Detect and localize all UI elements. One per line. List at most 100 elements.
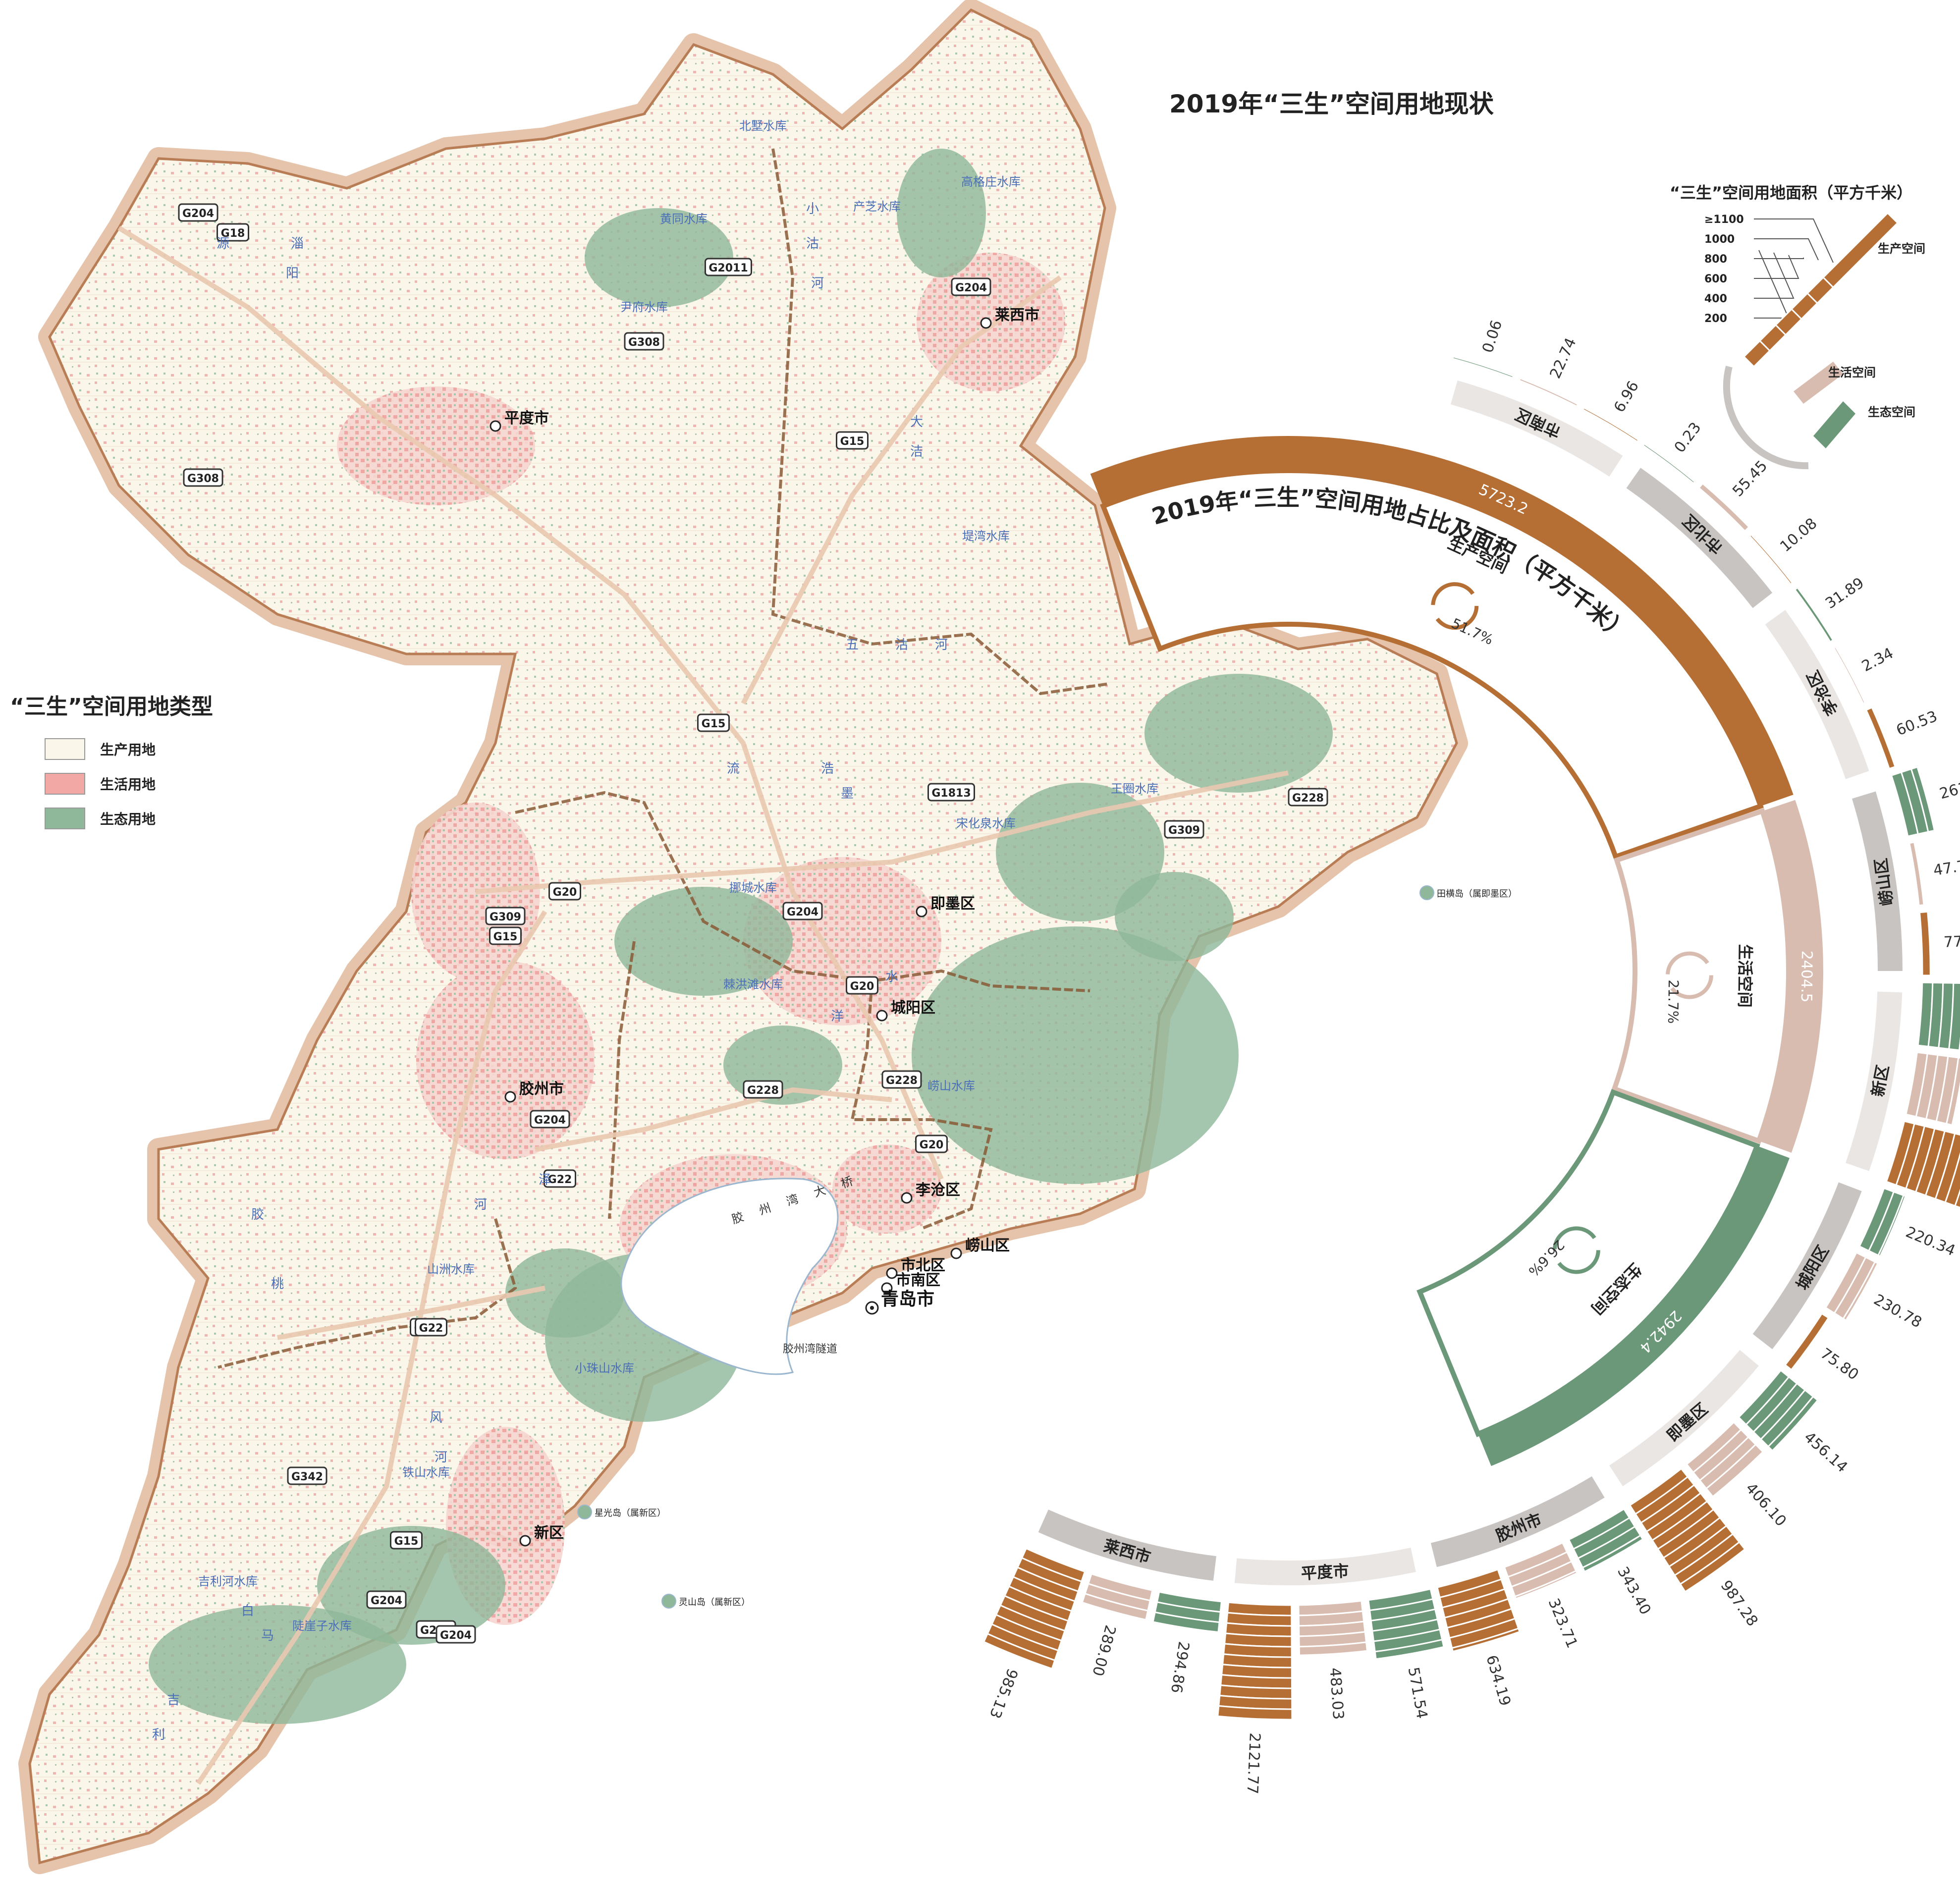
bar-segment bbox=[1784, 1312, 1830, 1371]
value-label: 987.28 bbox=[1717, 1577, 1761, 1630]
city-label: 市北区 bbox=[901, 1257, 945, 1274]
value-label: 0.23 bbox=[1671, 419, 1705, 456]
land-type-legend: “三生”空间用地类型 生产用地 生活用地 生态用地 bbox=[10, 689, 213, 842]
road-shield-label: G22 bbox=[548, 1174, 572, 1186]
road-shield bbox=[927, 783, 975, 802]
road-shield bbox=[705, 258, 752, 276]
road-shield-label: G204 bbox=[534, 1114, 566, 1127]
river-label: 洁 bbox=[910, 444, 923, 459]
river-label: 河 bbox=[474, 1197, 487, 1212]
city-dot bbox=[916, 906, 927, 917]
category-track bbox=[1626, 468, 1773, 608]
share-panel bbox=[1100, 468, 1764, 860]
scale-leader bbox=[1754, 250, 1790, 319]
scale-tick: 600 bbox=[1704, 273, 1727, 285]
road-shield bbox=[846, 976, 878, 995]
island-label: 灵山岛（属新区） bbox=[679, 1597, 750, 1608]
map-layer: G204 G18 G308 G308 G2011 G15 G15 G309 G20 G15 G181… bbox=[18, 0, 1517, 1874]
category-track bbox=[1846, 991, 1903, 1171]
urban-area bbox=[337, 386, 535, 505]
bar-segment bbox=[1581, 1534, 1644, 1573]
bar-segment bbox=[1081, 1592, 1149, 1621]
road-shield bbox=[624, 332, 664, 351]
radial-bar-chart: 莱西市平度市胶州市即墨区城阳区新区崂山区李沧区市北区市南区985.13289.0… bbox=[982, 318, 1960, 1794]
bar-segment bbox=[1865, 706, 1897, 770]
road-shield-label: G204 bbox=[787, 906, 818, 918]
road-shield bbox=[415, 1318, 447, 1337]
bar-segment bbox=[1217, 1705, 1293, 1721]
reservoir-label: 产芝水库 bbox=[853, 200, 901, 214]
bar-segment bbox=[1833, 646, 1866, 705]
bar-segment bbox=[1697, 482, 1750, 533]
road-shield bbox=[697, 713, 730, 732]
scale-tick: 800 bbox=[1704, 253, 1727, 266]
city-dot bbox=[886, 1267, 898, 1279]
river-label: 马 bbox=[261, 1628, 274, 1643]
category-track bbox=[1609, 1349, 1759, 1486]
city-dot bbox=[881, 1282, 893, 1294]
reservoir-label: 堤湾水库 bbox=[962, 529, 1010, 543]
value-label: 75.80 bbox=[1817, 1345, 1862, 1384]
river-label: 白 bbox=[241, 1604, 254, 1618]
bar-segment bbox=[1842, 1261, 1879, 1322]
value-label: 294.86 bbox=[1167, 1640, 1193, 1694]
city-dot bbox=[950, 1247, 962, 1259]
road-shield-label: G20 bbox=[920, 1139, 944, 1151]
bar-segment bbox=[1910, 766, 1936, 833]
road-shield-label: G204 bbox=[371, 1595, 402, 1607]
road-shield bbox=[287, 1466, 327, 1485]
scale-leader bbox=[1754, 252, 1795, 299]
reservoir-label: 黄同水库 bbox=[660, 212, 708, 226]
share-icon bbox=[1431, 582, 1479, 630]
city-label: 莱西市 bbox=[995, 307, 1039, 324]
city-label: 青岛市 bbox=[881, 1289, 934, 1309]
value-label: 6.96 bbox=[1611, 378, 1642, 415]
river-label: 水 bbox=[885, 970, 898, 984]
road-shield-label: G22 bbox=[419, 1322, 443, 1335]
reservoir-label: 宋化泉水库 bbox=[956, 816, 1016, 830]
legend-item-ecology: 生态用地 bbox=[45, 808, 213, 829]
category-track bbox=[1765, 610, 1869, 779]
road-shield bbox=[782, 902, 823, 920]
river-label: 沽 bbox=[806, 236, 819, 251]
river-label: 洋 bbox=[831, 1009, 844, 1024]
city-label: 崂山区 bbox=[965, 1237, 1010, 1254]
reservoir-label: 吉利河水库 bbox=[198, 1574, 258, 1588]
share-ring bbox=[1090, 436, 1794, 807]
road-shield-label: G20 bbox=[553, 886, 577, 899]
reservoir-label: 高格庄水库 bbox=[961, 175, 1021, 189]
bar-segment bbox=[1679, 1541, 1746, 1593]
river-label: 桃 bbox=[271, 1277, 284, 1292]
scale-leader bbox=[1754, 218, 1834, 263]
road-shield bbox=[178, 203, 218, 222]
urban-area bbox=[743, 857, 941, 1025]
river-label: 墨 bbox=[841, 786, 854, 801]
green-area bbox=[1115, 872, 1234, 961]
category-label-path: 平度市 bbox=[1300, 1562, 1349, 1583]
city-label: 市南区 bbox=[896, 1272, 940, 1289]
scale-tick: 400 bbox=[1704, 293, 1727, 305]
value-label: 55.45 bbox=[1729, 457, 1771, 500]
value-label: 634.19 bbox=[1482, 1653, 1514, 1708]
bar-segment bbox=[1451, 1627, 1521, 1653]
share-icon bbox=[1552, 1226, 1600, 1274]
road-shield bbox=[489, 926, 522, 945]
river-label: 沽 bbox=[895, 638, 908, 652]
island bbox=[1419, 885, 1434, 900]
bar-segment bbox=[1642, 442, 1696, 485]
bar-segment bbox=[1944, 1152, 1960, 1207]
scale-leader bbox=[1754, 258, 1804, 259]
share-icon bbox=[1665, 951, 1713, 999]
category-track bbox=[1430, 1476, 1605, 1567]
legend-swatch-ecology bbox=[45, 808, 85, 829]
scale-series-label: 生产空间 bbox=[1878, 242, 1925, 256]
legend-title: “三生”空间用地类型 bbox=[10, 694, 213, 719]
category-track bbox=[1038, 1510, 1216, 1581]
legend-item-production: 生产用地 bbox=[45, 738, 213, 760]
category-track bbox=[1852, 791, 1903, 971]
highway bbox=[535, 1087, 892, 1152]
feature-label: 胶州湾隧道 bbox=[783, 1343, 837, 1355]
share-ring bbox=[1758, 800, 1823, 1153]
road-shield-label: G15 bbox=[394, 1535, 419, 1548]
